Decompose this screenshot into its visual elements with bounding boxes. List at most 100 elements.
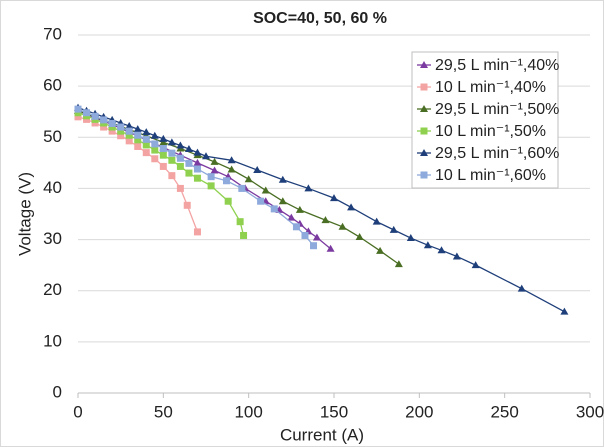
- marker: [210, 166, 219, 174]
- marker: [222, 177, 230, 185]
- marker: [193, 158, 202, 166]
- marker: [304, 184, 313, 192]
- marker: [159, 145, 167, 153]
- marker: [253, 166, 262, 174]
- marker: [452, 252, 461, 260]
- marker: [330, 194, 338, 202]
- marker: [168, 172, 176, 180]
- marker: [193, 165, 201, 173]
- y-tick-label: 50: [43, 127, 62, 146]
- marker: [125, 122, 134, 130]
- marker: [125, 127, 133, 135]
- marker: [227, 165, 236, 173]
- x-tick-label: 300: [576, 402, 604, 421]
- marker: [202, 152, 210, 160]
- legend-label: 10 L min⁻¹,50%: [435, 123, 546, 140]
- x-tick-label: 250: [490, 402, 518, 421]
- marker: [134, 136, 142, 144]
- legend-label: 29,5 L min⁻¹,40%: [435, 57, 559, 74]
- marker: [142, 141, 150, 149]
- marker: [74, 109, 82, 117]
- y-tick-label: 40: [43, 178, 62, 197]
- marker: [224, 197, 232, 205]
- marker: [292, 223, 300, 231]
- marker: [295, 205, 304, 213]
- marker: [117, 132, 125, 140]
- marker: [159, 134, 168, 142]
- marker: [74, 105, 82, 113]
- marker: [560, 307, 569, 315]
- marker: [517, 284, 526, 292]
- marker: [257, 197, 265, 205]
- marker: [321, 216, 330, 224]
- marker: [91, 112, 99, 120]
- marker: [117, 127, 125, 135]
- marker: [437, 246, 446, 254]
- x-tick-label: 200: [405, 402, 433, 421]
- marker: [125, 137, 133, 145]
- marker: [423, 241, 432, 249]
- marker: [134, 131, 142, 139]
- marker: [133, 125, 142, 133]
- marker: [176, 154, 184, 162]
- marker: [185, 159, 193, 167]
- marker: [420, 61, 428, 68]
- marker: [301, 231, 309, 239]
- marker: [100, 123, 108, 131]
- marker: [193, 228, 201, 236]
- marker: [193, 174, 201, 182]
- marker: [326, 244, 335, 252]
- marker: [183, 201, 191, 209]
- marker: [108, 119, 116, 127]
- marker: [420, 127, 428, 135]
- marker: [420, 83, 428, 91]
- marker: [244, 175, 253, 183]
- marker: [338, 222, 347, 230]
- marker: [159, 162, 167, 170]
- marker: [278, 197, 287, 205]
- marker: [100, 116, 108, 124]
- marker: [236, 218, 244, 226]
- marker: [184, 145, 193, 153]
- marker: [142, 128, 151, 136]
- marker: [108, 127, 116, 135]
- marker: [278, 175, 287, 183]
- marker: [159, 138, 168, 146]
- marker: [108, 123, 116, 131]
- y-axis-label: Voltage (V): [15, 172, 34, 256]
- marker: [134, 142, 142, 150]
- marker: [83, 115, 91, 123]
- marker: [83, 109, 91, 117]
- marker: [207, 173, 215, 181]
- x-tick-label: 100: [234, 402, 262, 421]
- chart-title: SOC=40, 50, 60 %: [253, 10, 387, 27]
- y-tick-label: 20: [43, 280, 62, 299]
- marker: [185, 169, 193, 177]
- marker: [142, 135, 150, 143]
- marker: [389, 225, 398, 233]
- marker: [168, 156, 176, 164]
- legend-label: 29,5 L min⁻¹,60%: [435, 145, 559, 162]
- marker: [471, 261, 480, 269]
- x-tick-label: 0: [73, 402, 82, 421]
- marker: [210, 157, 219, 165]
- x-tick-label: 150: [320, 402, 348, 421]
- legend: 29,5 L min⁻¹,40% 10 L min⁻¹,40% 29,5 L min…: [411, 51, 559, 189]
- marker: [372, 217, 381, 225]
- marker: [176, 184, 184, 192]
- marker: [420, 105, 428, 112]
- marker: [167, 138, 176, 146]
- marker: [420, 171, 428, 179]
- marker: [168, 149, 176, 157]
- y-tick-label: 30: [43, 229, 62, 248]
- marker: [238, 184, 246, 192]
- marker: [117, 123, 125, 131]
- y-tick-label: 60: [43, 76, 62, 95]
- marker: [176, 162, 184, 170]
- marker: [394, 260, 403, 268]
- marker: [151, 140, 159, 148]
- marker: [150, 131, 159, 139]
- marker: [207, 182, 215, 190]
- x-axis-label: Current (A): [280, 425, 364, 444]
